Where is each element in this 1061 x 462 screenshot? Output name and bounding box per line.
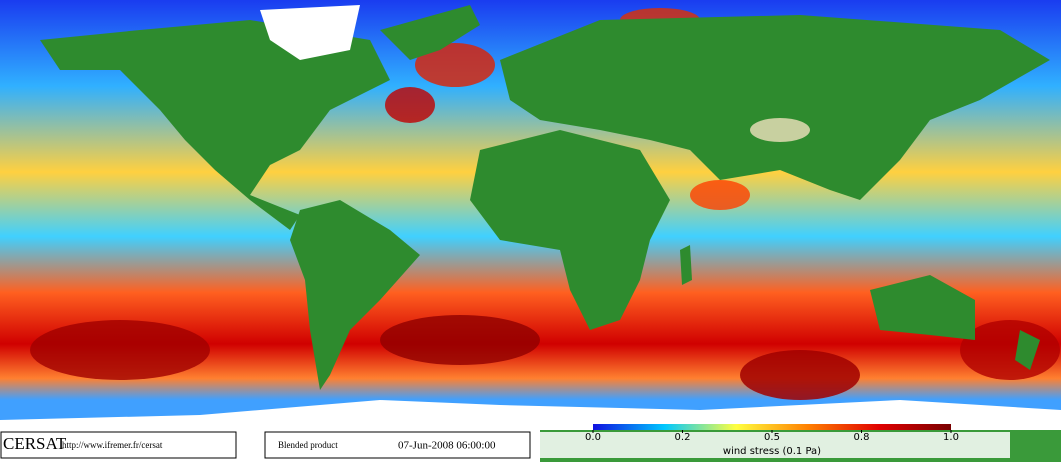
colorbar (593, 424, 951, 430)
url: http://www.ifremer.fr/cersat (62, 440, 163, 450)
datetime: 07-Jun-2008 06:00:00 (398, 440, 496, 452)
colorbar-tick-label: 0.5 (764, 432, 780, 443)
colorbar-tick-label: 0.8 (854, 432, 870, 443)
colorbar-label: wind stress (0.1 Pa) (723, 446, 821, 457)
colorbar-tick-label: 0.2 (675, 432, 691, 443)
logo: CERSAT (3, 434, 67, 453)
product: Blended product (278, 440, 338, 450)
map (0, 0, 1061, 430)
footer: CERSAT http://www.ifremer.fr/cersat Blen… (0, 424, 1061, 462)
colorbar-tick-label: 1.0 (943, 432, 959, 443)
colorbar-tick-label: 0.0 (585, 432, 601, 443)
